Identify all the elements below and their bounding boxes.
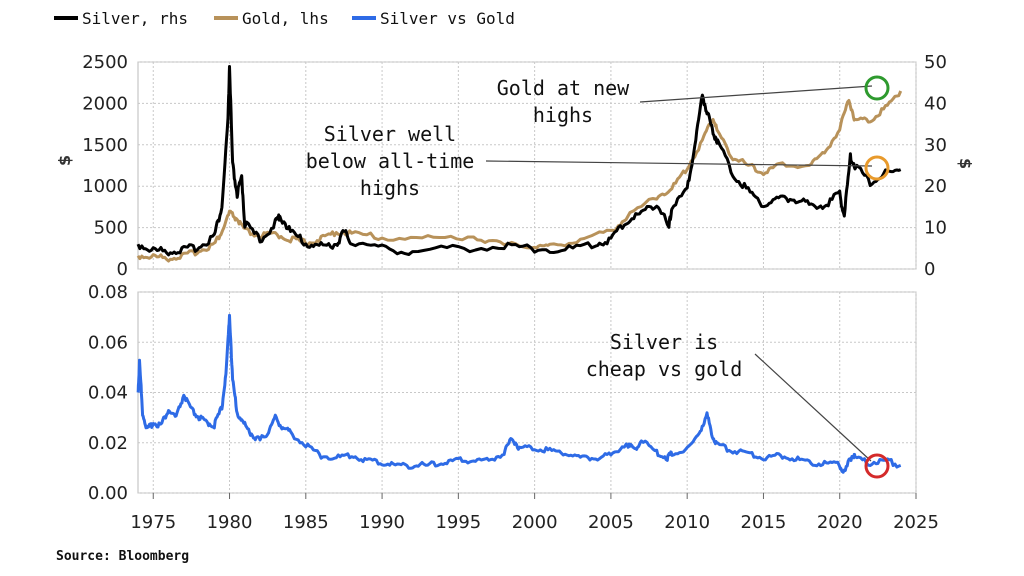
bottom-left-tick-label: 0.02: [88, 433, 128, 454]
top-left-tick-label: 1500: [82, 135, 128, 156]
top-left-tick-label: 2500: [82, 52, 128, 73]
annotation-silver: Silver well below all-time highs: [306, 122, 890, 200]
annotation-gold-leader: [639, 85, 873, 103]
annotation-gold: Gold at new highs: [497, 75, 890, 127]
top-right-tick-label: 40: [924, 93, 947, 114]
top-right-tick-label: 10: [924, 218, 947, 239]
legend: Silver, rhs Gold, lhs Silver vs Gold: [54, 9, 515, 28]
annotation-ratio-line-2: cheap vs gold: [586, 357, 743, 381]
ratio-series-line: [136, 313, 902, 474]
x-tick-label: 2015: [741, 512, 787, 533]
gold-highlight-circle: [864, 75, 890, 101]
annotation-silver-line-2: below all-time: [306, 149, 475, 173]
bottom-gridlines: [138, 291, 917, 494]
top-left-axis: 2500 2000 1500 1000 500 0: [82, 52, 128, 280]
left-axis-unit: $: [55, 155, 74, 166]
top-panel: 2500 2000 1500 1000 500 0 50 40 30 20 10 0 $ $: [55, 52, 975, 280]
x-tick-label: 1990: [359, 512, 405, 533]
legend-label-silver: Silver, rhs: [82, 9, 188, 28]
annotation-gold-line-1: Gold at new: [497, 76, 630, 100]
annotation-gold-line-2: highs: [533, 103, 593, 127]
top-right-tick-label: 30: [924, 135, 947, 156]
annotation-silver-line-1: Silver well: [324, 122, 456, 146]
top-right-axis: 50 40 30 20 10 0: [924, 52, 947, 280]
silver-series-line: [136, 65, 902, 257]
x-tick-label: 1975: [130, 512, 176, 533]
annotation-ratio-leader: [754, 353, 872, 462]
x-tick-label: 1980: [207, 512, 253, 533]
right-axis-unit: $: [956, 158, 975, 169]
top-left-tick-label: 0: [117, 259, 128, 280]
top-right-tick-label: 0: [924, 259, 935, 280]
top-left-tick-label: 500: [94, 218, 128, 239]
bottom-panel: 0.08 0.06 0.04 0.02 0.00: [88, 282, 917, 504]
x-axis: 1975 1980 1985 1990 1995 2000 2005 2010 2015 2020…: [130, 493, 939, 533]
x-tick-label: 1995: [435, 512, 481, 533]
bottom-left-tick-label: 0.06: [88, 332, 128, 353]
annotation-ratio-line-1: Silver is: [610, 330, 718, 354]
x-tick-label: 2025: [893, 512, 939, 533]
x-tick-label: 2010: [664, 512, 710, 533]
legend-label-ratio: Silver vs Gold: [380, 9, 515, 28]
top-right-tick-label: 20: [924, 176, 947, 197]
x-tick-label: 2005: [588, 512, 634, 533]
annotation-silver-line-3: highs: [360, 176, 420, 200]
x-tick-label: 2020: [817, 512, 863, 533]
bottom-left-tick-label: 0.00: [88, 483, 128, 504]
bottom-left-axis: 0.08 0.06 0.04 0.02 0.00: [88, 282, 128, 504]
gold-series-line: [136, 90, 903, 263]
top-right-tick-label: 50: [924, 52, 947, 73]
top-left-tick-label: 1000: [82, 176, 128, 197]
annotation-ratio: Silver is cheap vs gold: [586, 330, 890, 479]
top-gridlines: [138, 61, 917, 270]
source-note: Source: Bloomberg: [56, 549, 189, 564]
legend-label-gold: Gold, lhs: [242, 9, 329, 28]
top-left-tick-label: 2000: [82, 93, 128, 114]
ratio-highlight-circle: [864, 453, 890, 479]
x-tick-label: 2000: [512, 512, 558, 533]
bottom-left-tick-label: 0.04: [88, 383, 128, 404]
annotation-silver-leader: [485, 160, 873, 167]
bottom-left-tick-label: 0.08: [88, 282, 128, 303]
x-tick-label: 1985: [283, 512, 329, 533]
silver-highlight-circle: [864, 155, 890, 181]
